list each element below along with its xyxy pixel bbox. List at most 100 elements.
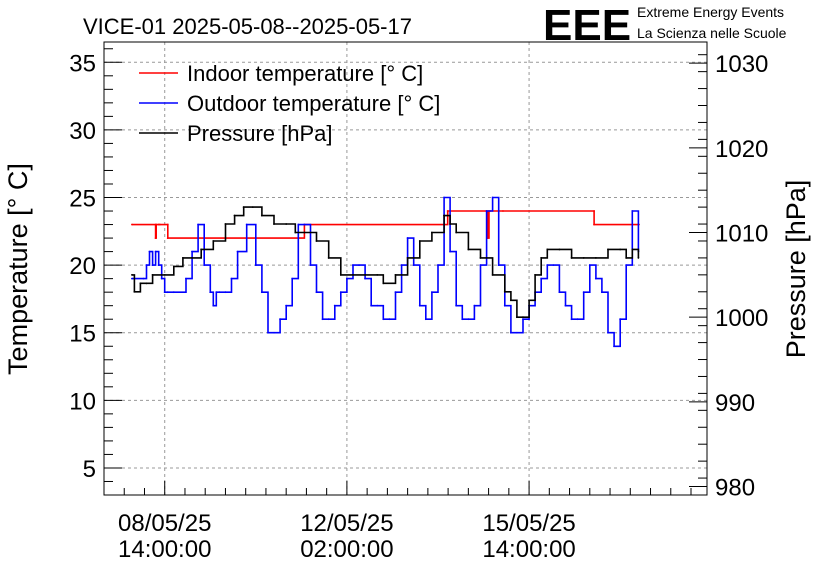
y2-tick-label: 990 (715, 390, 755, 417)
data-point-outdoor-temperature-c (412, 264, 415, 267)
data-point-indoor-temperature-c (166, 223, 169, 226)
data-point-outdoor-temperature-c (400, 264, 403, 267)
data-point-pressure-hpa (406, 257, 409, 259)
data-point-pressure-hpa (455, 231, 458, 234)
data-point-outdoor-temperature-c (631, 210, 634, 212)
data-point-outdoor-temperature-c (424, 318, 427, 321)
data-point-outdoor-temperature-c (607, 331, 609, 334)
series-line-pressure-hpa (131, 206, 640, 318)
y2-axis-label: Pressure [hPa] (781, 180, 811, 359)
data-point-pressure-hpa (285, 223, 288, 225)
data-point-outdoor-temperature-c (309, 264, 312, 267)
data-point-pressure-hpa (315, 240, 318, 242)
data-point-outdoor-temperature-c (388, 318, 391, 321)
chart-title: VICE-01 2025-05-08--2025-05-17 (83, 14, 412, 39)
data-point-outdoor-temperature-c (601, 291, 603, 294)
data-point-outdoor-temperature-c (467, 318, 470, 321)
data-point-outdoor-temperature-c (185, 277, 187, 280)
data-point-pressure-hpa (509, 299, 512, 302)
data-point-pressure-hpa (151, 273, 154, 276)
data-point-outdoor-temperature-c (154, 250, 157, 253)
data-point-pressure-hpa (582, 257, 585, 259)
data-point-outdoor-temperature-c (352, 264, 354, 267)
y-tick-label: 15 (69, 321, 96, 348)
data-point-outdoor-temperature-c (558, 291, 561, 294)
data-point-outdoor-temperature-c (160, 277, 163, 280)
data-point-outdoor-temperature-c (455, 304, 458, 307)
data-point-pressure-hpa (327, 257, 330, 259)
y-tick-label: 30 (69, 118, 96, 145)
data-point-outdoor-temperature-c (145, 264, 148, 267)
data-point-outdoor-temperature-c (497, 264, 500, 267)
data-point-pressure-hpa (546, 248, 549, 251)
data-point-outdoor-temperature-c (564, 304, 567, 307)
data-point-outdoor-temperature-c (291, 277, 294, 280)
data-point-outdoor-temperature-c (346, 277, 348, 280)
data-point-outdoor-temperature-c (339, 291, 342, 294)
data-point-outdoor-temperature-c (279, 318, 282, 321)
data-point-outdoor-temperature-c (245, 223, 248, 226)
data-point-pressure-hpa (443, 214, 445, 217)
data-point-outdoor-temperature-c (552, 264, 555, 267)
data-point-pressure-hpa (242, 206, 245, 209)
data-point-pressure-hpa (294, 231, 297, 234)
data-point-outdoor-temperature-c (461, 318, 464, 321)
data-point-outdoor-temperature-c (260, 291, 263, 294)
y-axis-label: Temperature [° C] (3, 163, 33, 375)
data-point-pressure-hpa (570, 257, 573, 259)
x-tick-label-date: 15/05/25 (482, 510, 575, 537)
data-point-pressure-hpa (607, 248, 609, 251)
data-point-outdoor-temperature-c (509, 331, 512, 334)
right-axis: 980 990 1000 1010 1020 1030 (689, 51, 768, 502)
data-point-pressure-hpa (133, 290, 136, 293)
data-point-outdoor-temperature-c (613, 345, 615, 348)
data-point-pressure-hpa (479, 257, 482, 259)
data-point-outdoor-temperature-c (503, 304, 506, 307)
data-point-outdoor-temperature-c (236, 250, 239, 253)
x-tick-label-time: 02:00:00 (300, 536, 393, 563)
x-tick-label-time: 14:00:00 (118, 536, 211, 563)
y-tick-label: 20 (69, 253, 96, 280)
data-point-pressure-hpa (418, 240, 421, 242)
series-line-outdoor-temperature-c (131, 196, 640, 348)
data-point-outdoor-temperature-c (540, 277, 543, 280)
data-point-outdoor-temperature-c (327, 318, 330, 321)
data-point-outdoor-temperature-c (209, 291, 212, 294)
data-point-indoor-temperature-c (166, 237, 169, 239)
data-point-pressure-hpa (200, 248, 203, 251)
data-point-outdoor-temperature-c (267, 331, 269, 334)
data-point-pressure-hpa (233, 214, 236, 217)
x-tick-label-time: 14:00:00 (482, 536, 575, 563)
data-point-pressure-hpa (191, 257, 193, 259)
data-point-pressure-hpa (145, 282, 148, 285)
data-point-outdoor-temperature-c (370, 304, 373, 307)
data-point-outdoor-temperature-c (625, 264, 628, 267)
data-point-outdoor-temperature-c (303, 223, 306, 226)
logo-line-2: La Scienza nelle Scuole (637, 25, 787, 41)
data-point-outdoor-temperature-c (166, 291, 169, 294)
data-point-outdoor-temperature-c (594, 277, 597, 280)
y2-tick-label: 980 (715, 475, 755, 502)
data-point-outdoor-temperature-c (224, 291, 227, 294)
data-point-outdoor-temperature-c (142, 277, 145, 280)
data-point-outdoor-temperature-c (191, 250, 193, 253)
data-point-outdoor-temperature-c (131, 277, 133, 280)
data-point-pressure-hpa (594, 257, 597, 259)
data-point-pressure-hpa (339, 273, 342, 276)
data-point-pressure-hpa (172, 265, 175, 268)
data-point-pressure-hpa (260, 214, 263, 217)
data-point-pressure-hpa (303, 231, 306, 234)
data-point-pressure-hpa (139, 282, 142, 285)
data-point-indoor-temperature-c (446, 210, 449, 212)
left-axis: 5 10 15 20 25 30 35 (69, 48, 122, 496)
y-tick-label: 25 (69, 186, 96, 213)
y-tick-label: 10 (69, 388, 96, 415)
data-point-pressure-hpa (251, 206, 254, 209)
legend-label: Outdoor temperature [° C] (187, 91, 440, 116)
data-point-pressure-hpa (619, 248, 622, 251)
data-point-outdoor-temperature-c (358, 264, 360, 267)
eee-logo: EEE Extreme Energy Events La Scienza nel… (543, 1, 787, 50)
data-point-pressure-hpa (528, 299, 530, 302)
data-point-outdoor-temperature-c (406, 237, 409, 239)
data-point-outdoor-temperature-c (148, 250, 151, 253)
